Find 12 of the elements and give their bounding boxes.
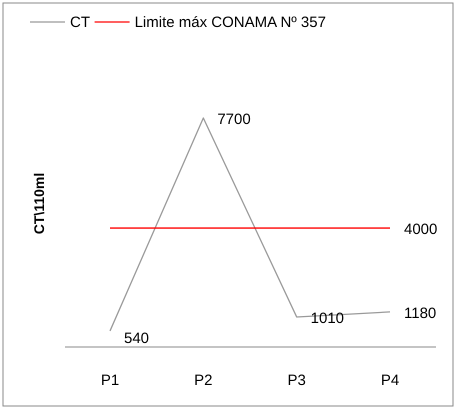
legend-label: CT <box>70 14 90 31</box>
x-tick-label: P3 <box>287 372 306 389</box>
x-tick-label: P2 <box>194 372 213 389</box>
data-label: 540 <box>124 330 150 347</box>
x-tick-label: P1 <box>100 372 120 389</box>
data-label: 7700 <box>217 111 251 128</box>
x-tick-label: P4 <box>380 372 400 389</box>
data-label: 1010 <box>310 310 344 327</box>
y-axis-title: CT\110ml <box>31 172 47 234</box>
data-label: 4000 <box>404 221 438 238</box>
data-label: 1180 <box>404 304 436 322</box>
legend-label: Limite máx CONAMA Nº 357 <box>134 14 326 31</box>
